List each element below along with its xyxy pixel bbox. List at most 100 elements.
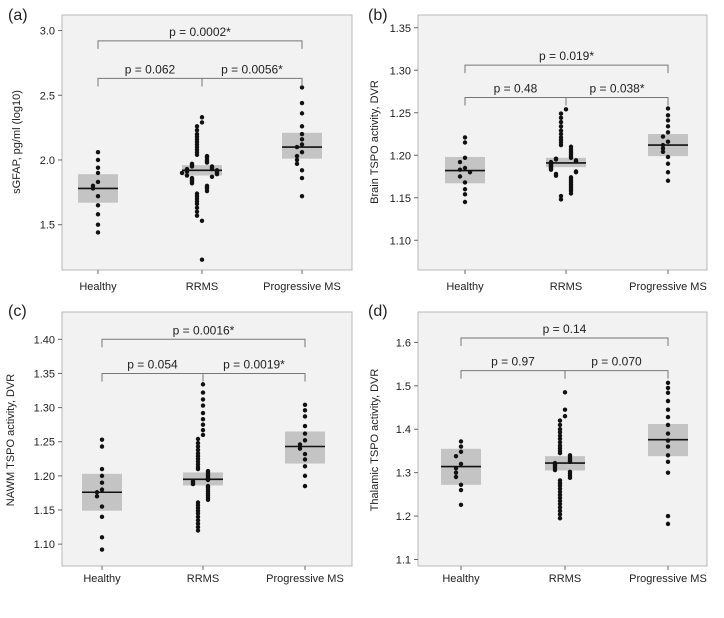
data-point [458,449,464,455]
data-point [302,451,308,457]
data-point [302,402,308,408]
data-point [458,487,464,493]
data-point [665,161,671,166]
data-point [665,414,671,420]
category-label: Progressive MS [629,281,707,293]
data-point [302,438,308,443]
y-tick-label: 1.20 [34,471,55,483]
data-point [195,528,201,533]
data-point [462,140,468,145]
data-point [294,157,300,163]
data-point [99,437,105,442]
p-value-label: p = 0.038* [589,81,644,95]
p-value-label: p = 0.97 [491,355,535,369]
y-tick-label: 1.3 [396,468,411,480]
data-point [95,165,101,170]
data-point [199,257,205,262]
data-point [190,481,196,487]
data-point [548,167,554,172]
data-point [557,489,563,494]
y-tick-label: 1.1 [396,554,411,566]
data-point [204,188,210,194]
y-axis-label: sGFAP, pg/ml (log10) [11,90,23,194]
y-tick-label: 1.4 [396,424,411,436]
p-value-label: p = 0.14 [543,322,587,336]
data-point [302,483,308,489]
data-point [462,192,468,197]
comparison-bracket [101,338,306,348]
data-point [563,107,569,112]
data-point [557,450,563,456]
p-value-label: p = 0.0019* [223,357,285,371]
data-point [194,201,200,207]
data-point [665,521,671,527]
data-point [558,142,564,148]
data-point [294,161,300,167]
data-point [195,511,201,516]
data-point [665,154,671,160]
data-point [195,436,201,442]
y-tick-label: 1.35 [390,23,411,35]
y-tick-label: 1.25 [34,437,55,449]
data-point [558,128,564,133]
y-tick-label: 2.0 [40,155,55,167]
data-point [458,502,464,507]
data-point [194,128,200,133]
data-point [200,410,206,416]
category-label: RRMS [186,281,218,293]
p-value-label: p = 0.0056* [221,62,283,76]
p-value-label: p = 0.0002* [169,25,231,39]
data-point [299,124,305,129]
comparison-bracket [201,77,303,87]
y-tick-label: 1.25 [390,108,411,120]
data-point [462,180,468,185]
y-tick-label: 3.0 [40,26,55,38]
data-point [462,199,468,205]
data-point [95,194,101,199]
category-label: Healthy [79,281,117,293]
data-point [660,142,666,148]
data-point [297,446,303,451]
data-point [200,390,206,395]
category-label: Progressive MS [263,281,341,293]
data-point [665,385,671,391]
data-point [557,505,563,510]
panel-b: (b) Brain TSPO activity, DVR 1.10 1.15 1.20 1… [368,7,708,293]
data-point [302,408,308,413]
data-point [573,159,579,164]
data-point [294,153,300,159]
data-point [453,466,459,471]
data-point [204,160,210,165]
data-point [665,398,671,404]
data-point [199,218,205,224]
data-point [557,498,563,504]
y-tick-label: 1.2 [396,511,411,523]
category-label: Progressive MS [266,573,344,585]
data-point [302,423,308,429]
category-label: Progressive MS [629,573,707,585]
data-point [665,118,671,123]
data-point [195,444,201,449]
data-point [99,473,105,479]
data-point [573,170,579,175]
data-point [299,150,305,155]
panel-label: (d) [368,303,388,320]
data-point [195,440,201,446]
data-point [179,170,185,176]
data-point [562,414,568,419]
panel-a: (a) sGFAP, pg/ml (log10) 1.5 2.0 2.5 3.0 Healt… [8,7,353,293]
data-point [557,422,563,428]
data-point [558,193,564,199]
data-point [665,513,671,519]
data-point [95,230,101,235]
comparison-bracket [464,64,669,74]
data-point [458,482,464,488]
data-point [557,430,563,435]
data-point [299,142,305,147]
data-point [665,124,671,129]
data-point [553,173,559,178]
data-point [94,494,100,499]
data-point [195,514,201,520]
data-point [214,172,220,177]
y-tick-label: 1.30 [34,403,55,415]
